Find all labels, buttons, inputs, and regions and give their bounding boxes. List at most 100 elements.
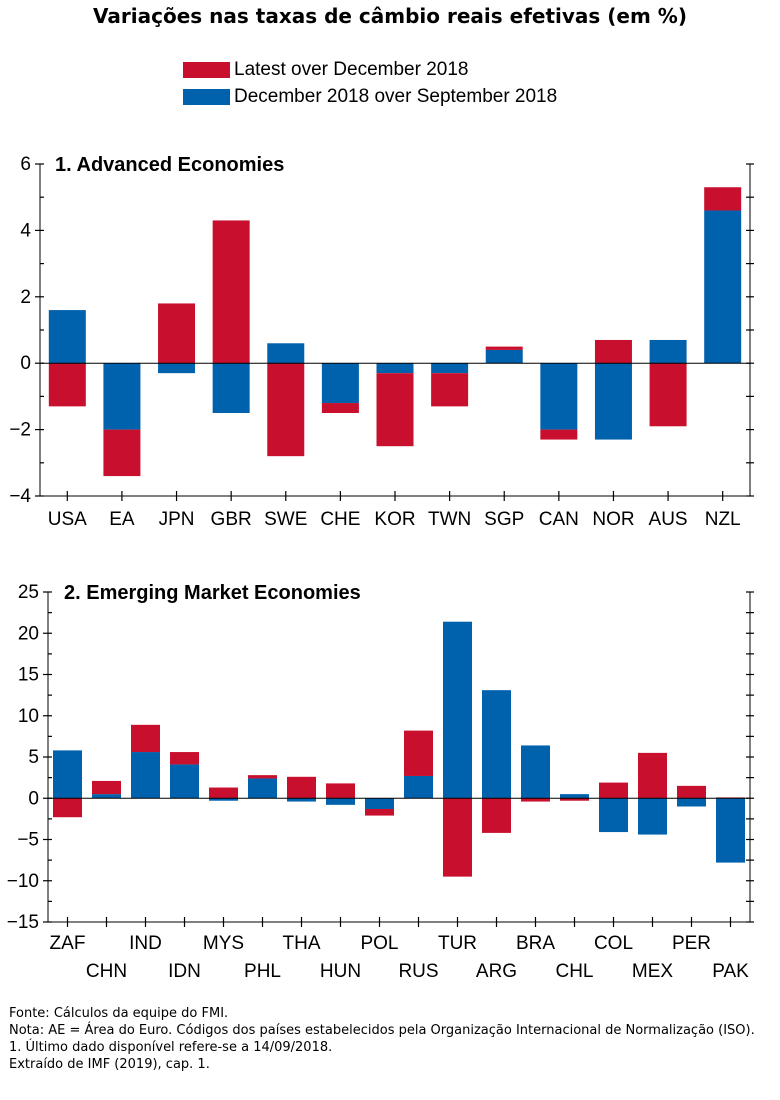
em-bar-zaf-latest [53,798,82,818]
em-category-label-mys: MYS [203,933,244,954]
adv-bar-nor-dec-sep [594,363,632,440]
adv-ytick-label: 4 [20,220,31,241]
legend-label-latest: Latest over December 2018 [234,59,469,80]
em-bar-pol-dec-sep [365,798,394,809]
em-bar-idn-latest [170,752,199,765]
adv-bar-che-latest [321,403,359,413]
em-bar-arg-dec-sep [482,690,511,799]
adv-category-label-nzl: NZL [705,509,741,530]
em-bar-mys-latest [209,787,238,799]
em-ytick-label: 15 [18,665,39,686]
adv-bar-sgp-latest [485,346,523,350]
em-bar-phl-latest [248,775,277,779]
em-bar-bra-latest [521,798,550,802]
em-category-label-pak: PAK [712,961,749,982]
legend-swatch-dec-sep [183,89,230,105]
legend-item-dec-sep: December 2018 over September 2018 [183,86,558,107]
adv-bar-che-dec-sep [321,363,359,404]
em-category-label-rus: RUS [398,961,438,982]
em-category-label-arg: ARG [476,961,517,982]
adv-bar-usa-latest [48,363,86,407]
em-bar-chl-latest [560,798,589,801]
em-bar-rus-latest [404,730,433,776]
em-bar-zaf-dec-sep [53,750,82,799]
legend-label-dec-sep: December 2018 over September 2018 [234,86,558,107]
adv-category-label-nor: NOR [592,509,634,530]
adv-bar-usa-dec-sep [48,310,86,364]
em-bar-tha-latest [287,776,316,799]
em-category-label-per: PER [672,933,711,954]
em-bar-mex-dec-sep [638,798,667,835]
em-category-label-ind: IND [129,933,162,954]
em-bar-tha-dec-sep [287,798,316,802]
em-category-label-chl: CHL [555,961,593,982]
adv-category-label-gbr: GBR [211,509,252,530]
em-category-label-mex: MEX [632,961,674,982]
em-ytick-label: 10 [18,706,39,727]
em-category-label-idn: IDN [168,961,201,982]
adv-bar-ea-latest [103,429,141,477]
adv-bar-can-dec-sep [540,363,578,430]
charts-canvas: −4 −2 0 2 4 6 1. Advanced Economies USA EA JPN GBR… [7,154,754,982]
em-bar-bra-dec-sep [521,745,550,799]
adv-bar-kor-latest [376,373,414,447]
em-ytick-label: 25 [18,582,39,603]
em-ytick-label: −15 [7,912,39,933]
chart-title: Variações nas taxas de câmbio reais efet… [93,4,687,28]
adv-bar-twn-latest [431,373,469,407]
em-bar-phl-dec-sep [248,778,277,799]
adv-category-label-aus: AUS [649,509,688,530]
footnote-reference: Extraído de IMF (2019), cap. 1. [9,1057,210,1072]
em-bar-pol-latest [365,808,394,816]
adv-ytick-label: −2 [9,420,31,441]
em-bar-mys-dec-sep [209,798,238,801]
adv-bar-swe-dec-sep [267,343,305,364]
em-bar-chn-dec-sep [92,794,121,799]
adv-panel-title: 1. Advanced Economies [55,154,284,176]
adv-category-label-sgp: SGP [484,509,524,530]
adv-category-label-ea: EA [109,509,135,530]
em-bar-col-latest [599,782,628,799]
em-category-label-hun: HUN [320,961,361,982]
em-bar-idn-dec-sep [170,764,199,799]
adv-category-label-twn: TWN [428,509,471,530]
adv-bar-jpn-dec-sep [158,363,196,374]
em-category-label-tur: TUR [438,933,477,954]
adv-bar-nzl-dec-sep [704,210,742,364]
em-bar-col-dec-sep [599,798,628,833]
em-bar-rus-dec-sep [404,775,433,799]
em-ytick-label: −5 [17,830,39,851]
em-bar-per-latest [677,785,706,799]
em-panel-title: 2. Emerging Market Economies [64,582,361,604]
adv-bar-kor-dec-sep [376,363,414,374]
em-category-label-tha: THA [283,933,321,954]
adv-bar-swe-latest [267,363,305,457]
footnote-note: Nota: AE = Área do Euro. Códigos dos paí… [9,1023,755,1038]
adv-bar-sgp-dec-sep [485,349,523,364]
em-bar-per-dec-sep [677,798,706,807]
adv-bar-jpn-latest [158,303,196,364]
adv-bar-nzl-latest [704,187,742,211]
em-bar-hun-dec-sep [326,798,355,805]
footnote-1: 1. Último dado disponível refere-se a 14… [9,1040,333,1055]
adv-ytick-label: −4 [9,486,31,507]
em-category-label-bra: BRA [516,933,555,954]
adv-bar-can-latest [540,429,578,440]
legend-swatch-latest [183,62,230,78]
em-category-label-pol: POL [360,933,398,954]
em-ytick-label: 0 [28,788,39,809]
adv-category-label-jpn: JPN [159,509,195,530]
em-category-label-col: COL [594,933,633,954]
adv-bar-gbr-latest [212,220,250,364]
adv-category-label-kor: KOR [374,509,415,530]
adv-category-label-swe: SWE [264,509,307,530]
footnote-source: Fonte: Cálculos da equipe do FMI. [9,1006,229,1021]
em-ytick-label: −10 [7,871,39,892]
adv-bar-nor-latest [594,339,632,364]
legend-item-latest: Latest over December 2018 [183,59,469,80]
adv-ytick-label: 6 [20,154,31,175]
em-bar-tur-dec-sep [443,621,472,799]
adv-bar-gbr-dec-sep [212,363,250,413]
em-bar-chl-dec-sep [560,794,589,799]
em-bar-ind-dec-sep [131,752,160,799]
